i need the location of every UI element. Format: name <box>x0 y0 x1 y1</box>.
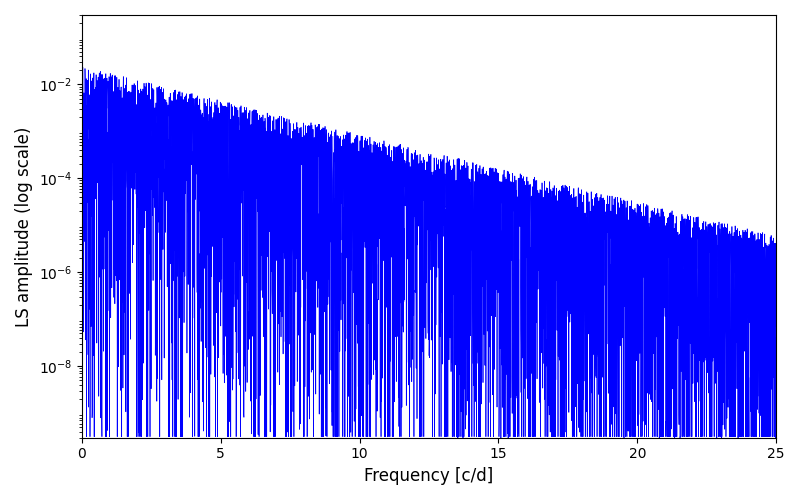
X-axis label: Frequency [c/d]: Frequency [c/d] <box>364 467 494 485</box>
Y-axis label: LS amplitude (log scale): LS amplitude (log scale) <box>15 126 33 326</box>
